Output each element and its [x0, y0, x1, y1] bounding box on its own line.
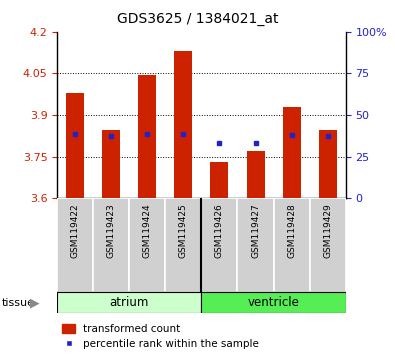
- Bar: [130, 198, 166, 292]
- Bar: [102, 130, 120, 198]
- Bar: [246, 151, 265, 198]
- Bar: [57, 198, 93, 292]
- Bar: [166, 198, 201, 292]
- Text: ▶: ▶: [30, 296, 40, 309]
- Bar: [319, 130, 337, 198]
- Text: GSM119422: GSM119422: [71, 203, 80, 258]
- Bar: [57, 292, 201, 313]
- Bar: [138, 75, 156, 198]
- Bar: [175, 51, 192, 198]
- Bar: [201, 198, 237, 292]
- Text: GSM119428: GSM119428: [287, 203, 296, 258]
- Bar: [201, 292, 346, 313]
- Text: tissue: tissue: [2, 298, 35, 308]
- Text: GSM119425: GSM119425: [179, 203, 188, 258]
- Bar: [237, 198, 274, 292]
- Text: ventricle: ventricle: [248, 296, 299, 309]
- Text: GDS3625 / 1384021_at: GDS3625 / 1384021_at: [117, 12, 278, 27]
- Bar: [274, 198, 310, 292]
- Text: atrium: atrium: [110, 296, 149, 309]
- Text: GSM119424: GSM119424: [143, 203, 152, 258]
- Text: GSM119429: GSM119429: [323, 203, 332, 258]
- Bar: [93, 198, 130, 292]
- Bar: [66, 93, 84, 198]
- Bar: [310, 198, 346, 292]
- Bar: [282, 107, 301, 198]
- Text: GSM119426: GSM119426: [215, 203, 224, 258]
- Legend: transformed count, percentile rank within the sample: transformed count, percentile rank withi…: [62, 324, 259, 349]
- Text: GSM119423: GSM119423: [107, 203, 116, 258]
- Text: GSM119427: GSM119427: [251, 203, 260, 258]
- Bar: [211, 162, 228, 198]
